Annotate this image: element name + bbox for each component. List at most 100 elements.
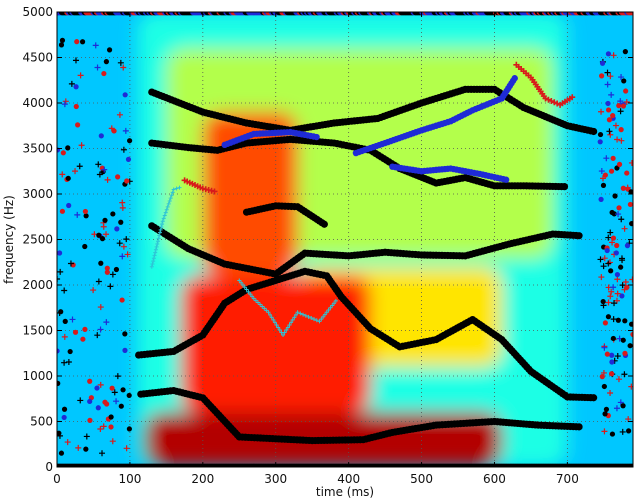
noise-marker <box>105 266 110 271</box>
track-marker <box>321 221 328 228</box>
noise-marker <box>617 162 622 167</box>
noise-marker <box>87 379 92 384</box>
noise-marker <box>118 220 123 225</box>
y-tick-label: 4500 <box>22 51 53 65</box>
y-tick-label: 5000 <box>22 5 53 19</box>
noise-marker <box>615 272 620 277</box>
noise-marker <box>626 428 631 433</box>
noise-marker <box>60 209 65 214</box>
noise-marker <box>618 265 623 270</box>
noise-marker <box>63 319 68 324</box>
noise-marker <box>625 243 630 248</box>
noise-marker <box>601 299 606 304</box>
noise-marker <box>114 226 119 231</box>
noise-marker <box>108 424 113 429</box>
y-tick-label: 0 <box>45 460 53 474</box>
noise-marker <box>623 88 628 93</box>
y-tick-label: 2000 <box>22 278 53 292</box>
noise-marker <box>612 193 617 198</box>
noise-marker <box>621 186 626 191</box>
noise-marker <box>110 211 115 216</box>
x-axis-label: time (ms) <box>316 485 374 499</box>
noise-marker <box>609 169 614 174</box>
noise-marker <box>75 122 80 127</box>
noise-marker <box>65 145 70 150</box>
noise-marker <box>82 327 87 332</box>
x-tick-label: 300 <box>264 472 287 486</box>
noise-marker <box>100 236 105 241</box>
noise-marker <box>602 384 607 389</box>
track-marker <box>503 177 509 183</box>
noise-marker <box>607 117 612 122</box>
noise-marker <box>127 138 132 143</box>
noise-marker <box>66 176 71 181</box>
noise-marker <box>620 403 625 408</box>
y-tick-label: 3000 <box>22 187 53 201</box>
noise-marker <box>74 104 79 109</box>
noise-marker <box>606 107 611 112</box>
noise-marker <box>61 150 66 155</box>
y-tick-label: 4000 <box>22 96 53 110</box>
x-tick-label: 500 <box>410 472 433 486</box>
noise-marker <box>603 320 608 325</box>
noise-marker <box>99 133 104 138</box>
noise-marker <box>619 127 624 132</box>
noise-marker <box>119 297 124 302</box>
noise-marker <box>62 415 67 420</box>
y-tick-label: 3500 <box>22 142 53 156</box>
y-tick-label: 1000 <box>22 369 53 383</box>
track-marker <box>313 134 319 140</box>
noise-marker <box>73 84 78 89</box>
track-marker <box>512 75 518 81</box>
noise-marker <box>628 202 633 207</box>
noise-marker <box>59 451 64 456</box>
noise-marker <box>98 261 103 266</box>
noise-marker <box>102 218 107 223</box>
noise-marker <box>107 47 112 52</box>
noise-marker <box>114 267 119 272</box>
noise-marker <box>101 71 106 76</box>
noise-marker <box>127 393 132 398</box>
noise-marker <box>96 405 101 410</box>
noise-marker <box>102 400 107 405</box>
noise-marker <box>74 39 79 44</box>
noise-marker <box>66 203 71 208</box>
x-tick-label: 600 <box>483 472 506 486</box>
noise-marker <box>73 330 78 335</box>
noise-marker <box>609 359 614 364</box>
noise-marker <box>82 244 87 249</box>
noise-marker <box>601 183 606 188</box>
noise-marker <box>124 178 129 183</box>
noise-marker <box>55 381 60 386</box>
noise-marker <box>104 59 109 64</box>
noise-marker <box>122 348 127 353</box>
noise-marker <box>598 132 603 137</box>
noise-marker <box>115 174 120 179</box>
plot-area <box>54 9 637 471</box>
noise-marker <box>621 338 626 343</box>
x-tick-label: 400 <box>337 472 360 486</box>
x-tick-label: 700 <box>556 472 579 486</box>
noise-marker <box>110 386 115 391</box>
noise-marker <box>87 399 92 404</box>
noise-marker <box>60 38 65 43</box>
track-marker <box>590 128 597 135</box>
noise-marker <box>57 250 62 255</box>
noise-marker <box>614 250 619 255</box>
noise-marker <box>609 210 614 215</box>
noise-marker <box>605 101 610 106</box>
noise-marker <box>68 349 73 354</box>
noise-marker <box>83 447 88 452</box>
noise-marker <box>119 404 124 409</box>
noise-marker <box>600 61 605 66</box>
track-marker <box>561 183 568 190</box>
noise-marker <box>609 353 614 358</box>
noise-marker <box>610 431 615 436</box>
y-tick-label: 1500 <box>22 324 53 338</box>
noise-marker <box>602 411 607 416</box>
noise-marker <box>621 103 626 108</box>
noise-marker <box>122 331 127 336</box>
noise-marker <box>59 42 64 47</box>
x-tick-label: 0 <box>53 472 61 486</box>
